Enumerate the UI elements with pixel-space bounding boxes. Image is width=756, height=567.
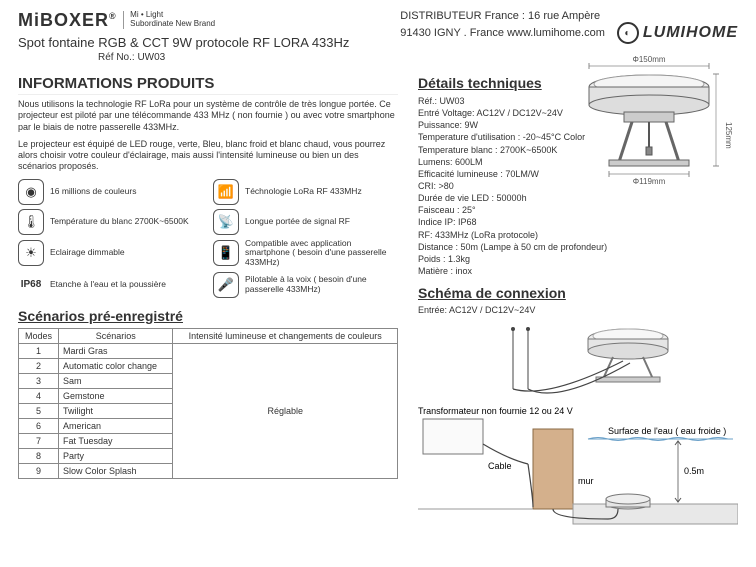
- cell-scenario: Twilight: [59, 403, 173, 418]
- feature-item: 🌡 Température du blanc 2700K~6500K: [18, 209, 203, 235]
- feature-icon: 🎤: [213, 272, 239, 298]
- feature-text: Pilotable à la voix ( besoin d'une passe…: [245, 275, 398, 295]
- info-heading: INFORMATIONS PRODUITS: [18, 75, 398, 95]
- feature-icon: ☀: [18, 240, 44, 266]
- info-p2: Le projecteur est équipé de LED rouge, v…: [18, 139, 398, 173]
- mur-label: mur: [578, 476, 594, 486]
- info-p1: Nous utilisons la technologie RF LoRa po…: [18, 99, 398, 133]
- feature-text: Longue portée de signal RF: [245, 217, 350, 227]
- features-grid: ◉ 16 millions de couleurs 📶 Téchnologie LoR…: [18, 179, 398, 298]
- cell-mode: 4: [19, 388, 59, 403]
- lumihome-logo: ◐ LUMIHOME: [617, 22, 738, 44]
- cell-merged: Réglable: [173, 343, 398, 478]
- distributor-line1: DISTRIBUTEUR France : 16 rue Ampère: [400, 10, 738, 22]
- feature-item: ◉ 16 millions de couleurs: [18, 179, 203, 205]
- feature-icon: 📡: [213, 209, 239, 235]
- schema-entry: Entrée: AC12V / DC12V~24V: [418, 305, 738, 315]
- cell-scenario: Mardi Gras: [59, 343, 173, 358]
- cell-mode: 2: [19, 358, 59, 373]
- right-column: Détails techniques Réf.: UW03Entré Volta…: [418, 69, 738, 531]
- scenarios-table: Modes Scénarios Intensité lumineuse et c…: [18, 328, 398, 479]
- cell-mode: 5: [19, 403, 59, 418]
- feature-item: IP68 Etanche à l'eau et la poussière: [18, 272, 203, 298]
- feature-text: Compatible avec application smartphone (…: [245, 239, 398, 268]
- dim-side: 125mm: [724, 122, 733, 149]
- feature-text: Téchnologie LoRa RF 433MHz: [245, 187, 362, 197]
- brand-block: MiBOXER® Mi • LightSubordinate New Brand…: [18, 10, 349, 63]
- surface-label: Surface de l'eau ( eau froide ): [608, 426, 726, 436]
- feature-item: 📡 Longue portée de signal RF: [213, 209, 398, 235]
- logo-icon: ◐: [617, 22, 639, 44]
- cell-mode: 9: [19, 463, 59, 478]
- connection-schema: Transformateur non fournie 12 ou 24 V Ca…: [418, 319, 738, 529]
- product-ref: Réf No.: UW03: [98, 52, 349, 63]
- col-scenarios: Scénarios: [59, 328, 173, 343]
- cell-mode: 6: [19, 418, 59, 433]
- feature-text: 16 millions de couleurs: [50, 187, 136, 197]
- cell-scenario: Slow Color Splash: [59, 463, 173, 478]
- header-right: DISTRIBUTEUR France : 16 rue Ampère 9143…: [400, 10, 738, 44]
- cell-scenario: American: [59, 418, 173, 433]
- cell-mode: 3: [19, 373, 59, 388]
- feature-icon: IP68: [18, 272, 44, 298]
- cell-scenario: Automatic color change: [59, 358, 173, 373]
- depth-label: 0.5m: [684, 466, 704, 476]
- dim-top: Φ150mm: [632, 55, 665, 64]
- spec-line: Distance : 50m (Lampe à 50 cm de profond…: [418, 241, 738, 253]
- feature-item: ☀ Eclairage dimmable: [18, 239, 203, 268]
- feature-icon: ◉: [18, 179, 44, 205]
- dim-bottom: Φ119mm: [633, 177, 666, 186]
- spec-line: Indice IP: IP68: [418, 216, 738, 228]
- cell-scenario: Gemstone: [59, 388, 173, 403]
- col-intensity: Intensité lumineuse et changements de co…: [173, 328, 398, 343]
- cell-scenario: Party: [59, 448, 173, 463]
- cell-mode: 8: [19, 448, 59, 463]
- brand-name: MiBOXER®: [18, 10, 117, 30]
- feature-icon: 🌡: [18, 209, 44, 235]
- feature-text: Eclairage dimmable: [50, 248, 125, 258]
- col-modes: Modes: [19, 328, 59, 343]
- cell-mode: 1: [19, 343, 59, 358]
- feature-icon: 📶: [213, 179, 239, 205]
- left-column: INFORMATIONS PRODUITS Nous utilisons la …: [18, 69, 398, 531]
- feature-item: 📶 Téchnologie LoRa RF 433MHz: [213, 179, 398, 205]
- feature-text: Etanche à l'eau et la poussière: [50, 280, 166, 290]
- cell-scenario: Sam: [59, 373, 173, 388]
- feature-item: 📱Compatible avec application smartphone …: [213, 239, 398, 268]
- distributor-line2: 91430 IGNY . France www.lumihome.com: [400, 27, 605, 39]
- brand-sub: Mi • LightSubordinate New Brand: [123, 11, 215, 29]
- spec-line: RF: 433MHz (LoRa protocole): [418, 229, 738, 241]
- cable-label: Cable: [488, 461, 512, 471]
- cell-mode: 7: [19, 433, 59, 448]
- feature-icon: 📱: [213, 240, 239, 266]
- transfo-label: Transformateur non fournie 12 ou 24 V: [418, 406, 573, 416]
- schema-heading: Schéma de connexion: [418, 285, 738, 301]
- spec-line: Matière : inox: [418, 265, 738, 277]
- table-row: 1Mardi GrasRéglable: [19, 343, 398, 358]
- spec-line: Poids : 1.3kg: [418, 253, 738, 265]
- cell-scenario: Fat Tuesday: [59, 433, 173, 448]
- tech-drawing: Φ150mm 125mm Φ119mm: [564, 52, 734, 212]
- feature-text: Température du blanc 2700K~6500K: [50, 217, 189, 227]
- product-title: Spot fontaine RGB & CCT 9W protocole RF …: [18, 35, 349, 50]
- feature-item: 🎤 Pilotable à la voix ( besoin d'une pass…: [213, 272, 398, 298]
- scenarios-heading: Scénarios pré-enregistré: [18, 308, 398, 324]
